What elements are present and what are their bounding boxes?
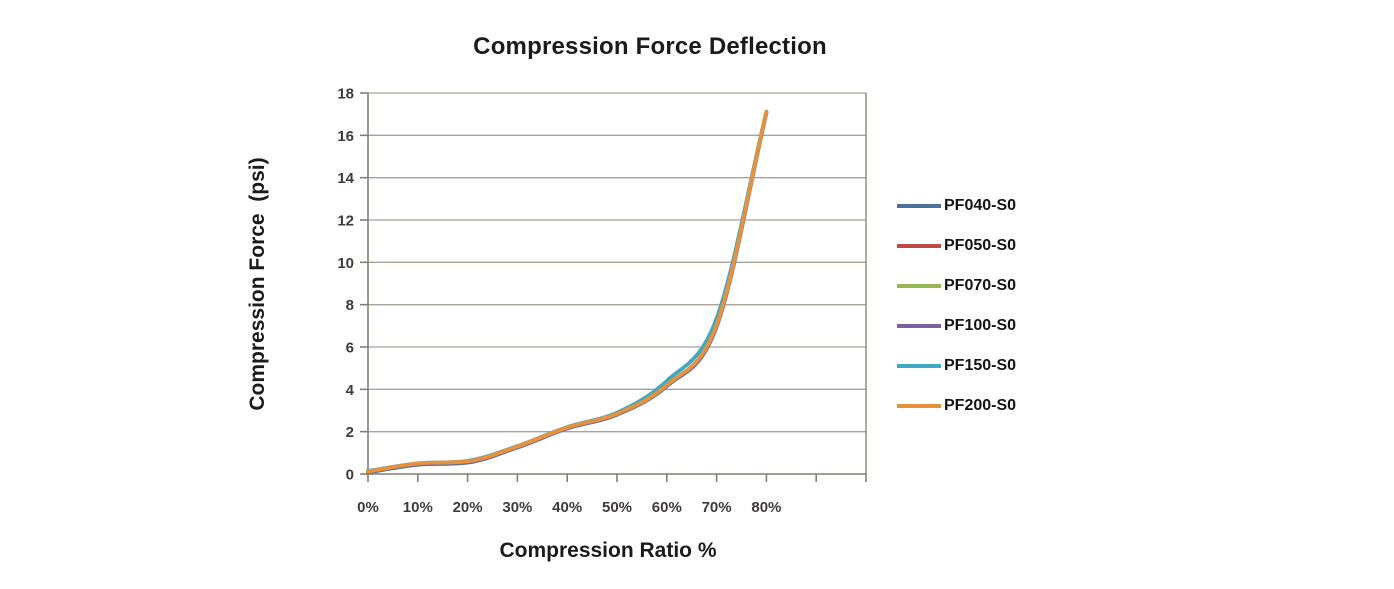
legend-line-swatch xyxy=(897,284,941,288)
x-tick-label: 60% xyxy=(652,499,682,516)
legend-label: PF100-S0 xyxy=(944,317,1017,334)
x-tick-label: 50% xyxy=(602,499,632,516)
y-tick-label: 10 xyxy=(337,255,354,272)
series-line-pf070-s0 xyxy=(366,110,769,474)
chart-title: Compression Force Deflection xyxy=(473,33,827,60)
y-tick-label: 8 xyxy=(346,297,354,314)
y-tick-label: 14 xyxy=(337,170,354,187)
x-tick-label: 40% xyxy=(552,499,582,516)
x-tick-label: 70% xyxy=(702,499,732,516)
legend-item: PF040-S0 xyxy=(897,186,1016,226)
y-tick-label: 18 xyxy=(337,86,354,103)
series-line-pf040-s0 xyxy=(366,111,769,475)
legend-line-swatch xyxy=(897,324,941,328)
y-tick-label: 2 xyxy=(346,424,354,441)
y-tick-label: 16 xyxy=(337,128,354,145)
legend-item: PF050-S0 xyxy=(897,226,1016,266)
legend-item: PF070-S0 xyxy=(897,266,1016,306)
series-line-pf100-s0 xyxy=(366,110,769,474)
series-line-pf200-s0 xyxy=(366,110,769,474)
y-tick-label: 0 xyxy=(346,467,354,484)
y-tick-label: 4 xyxy=(346,382,355,399)
y-tick-label: 6 xyxy=(346,340,354,357)
legend-line-swatch xyxy=(897,244,941,248)
legend-line-swatch xyxy=(897,364,941,368)
legend-line-swatch xyxy=(897,404,941,408)
legend-label: PF070-S0 xyxy=(944,277,1017,294)
x-tick-label: 30% xyxy=(502,499,532,516)
legend-label: PF200-S0 xyxy=(944,397,1017,414)
y-tick-label: 12 xyxy=(337,213,354,230)
x-tick-label: 10% xyxy=(403,499,433,516)
legend-line-swatch xyxy=(897,204,941,208)
legend-item: PF100-S0 xyxy=(897,306,1016,346)
legend-label: PF050-S0 xyxy=(944,237,1017,254)
series-line-pf050-s0 xyxy=(366,110,769,474)
legend-label: PF040-S0 xyxy=(944,197,1017,214)
x-axis-title: Compression Ratio % xyxy=(499,539,717,562)
x-tick-label: 0% xyxy=(357,499,379,516)
legend-item: PF200-S0 xyxy=(897,386,1016,426)
x-tick-label: 80% xyxy=(751,499,781,516)
x-tick-label: 20% xyxy=(453,499,483,516)
legend-item: PF150-S0 xyxy=(897,346,1016,386)
series-line-pf150-s0 xyxy=(366,109,769,473)
legend: PF040-S0 PF050-S0 PF070-S0 PF100-S0 PF150-S0… xyxy=(897,186,1016,426)
legend-label: PF150-S0 xyxy=(944,357,1017,374)
